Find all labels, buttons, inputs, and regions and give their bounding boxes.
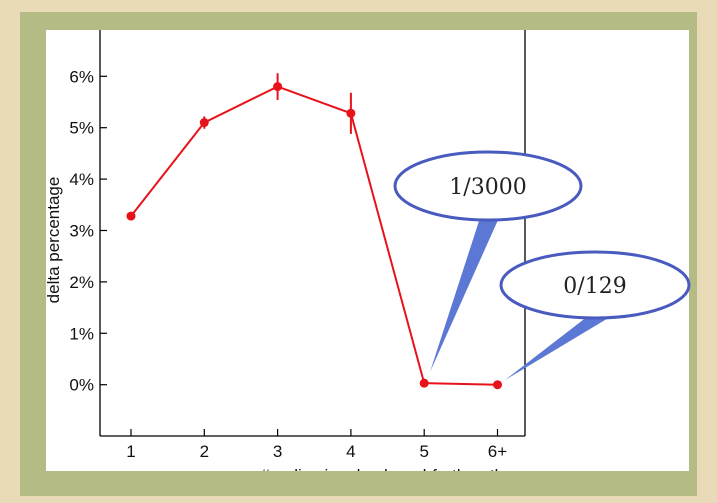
data-point — [346, 108, 356, 118]
callout-pointer-2 — [505, 313, 610, 380]
plot-panel — [46, 30, 689, 471]
callout-label-2: 0/129 — [563, 274, 626, 299]
y-tick-label: 5% — [69, 119, 94, 138]
y-tick-label: 0% — [69, 376, 94, 395]
x-tick-label: 4 — [346, 442, 355, 461]
callout-pointer-1 — [430, 218, 498, 372]
x-tick-label: 2 — [200, 442, 209, 461]
y-axis-label: delta percentage — [44, 177, 63, 304]
x-tick-label: 6+ — [488, 442, 507, 461]
y-tick-label: 3% — [69, 222, 94, 241]
data-point — [419, 378, 429, 388]
data-point — [126, 211, 136, 221]
x-tick-label: 5 — [419, 442, 428, 461]
x-axis-label: #replies in a back-and-forth path — [260, 466, 504, 485]
y-tick-label: 4% — [69, 170, 94, 189]
callout-label-1: 1/3000 — [449, 175, 526, 200]
callout-bubble-2 — [499, 250, 691, 320]
x-tick-label: 3 — [273, 442, 282, 461]
data-point — [273, 82, 283, 92]
data-point — [199, 118, 209, 128]
y-tick-label: 6% — [69, 67, 94, 86]
y-tick-label: 2% — [69, 273, 94, 292]
y-tick-label: 1% — [69, 324, 94, 343]
x-tick-label: 1 — [126, 442, 135, 461]
series-line — [130, 85, 498, 386]
data-point — [493, 380, 502, 390]
callout-bubble-1 — [393, 150, 583, 222]
